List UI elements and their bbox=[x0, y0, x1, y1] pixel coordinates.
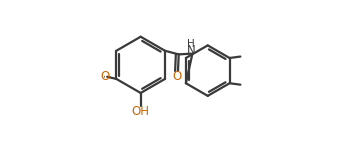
Text: OH: OH bbox=[132, 105, 150, 118]
Text: H: H bbox=[187, 39, 195, 49]
Text: O: O bbox=[172, 70, 182, 83]
Text: N: N bbox=[187, 44, 195, 57]
Text: O: O bbox=[101, 70, 110, 83]
